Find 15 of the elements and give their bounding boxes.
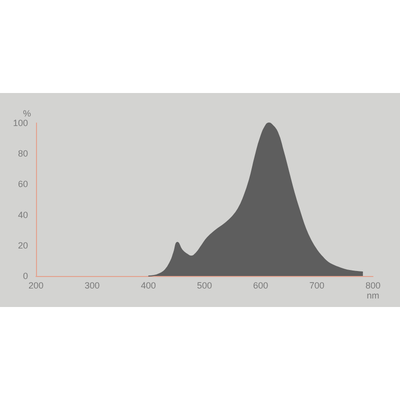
y-axis-title: %: [22, 108, 31, 118]
x-tick-label: 500: [196, 280, 212, 290]
y-tick-label: 60: [18, 179, 28, 190]
x-axis-title: nm: [366, 290, 380, 300]
x-tick-label: 300: [84, 280, 100, 290]
x-tick-label: 700: [309, 280, 324, 290]
y-tick-label: 0: [22, 271, 28, 281]
y-tick-label: 100: [12, 118, 28, 128]
y-tick-label: 20: [18, 240, 28, 250]
x-tick-label: 200: [28, 280, 44, 290]
y-tick-label: 40: [18, 210, 28, 220]
y-tick-label: 80: [18, 148, 28, 159]
x-tick-label: 600: [253, 280, 268, 290]
x-tick-label: 800: [365, 280, 381, 290]
x-tick-label: 400: [140, 280, 156, 290]
